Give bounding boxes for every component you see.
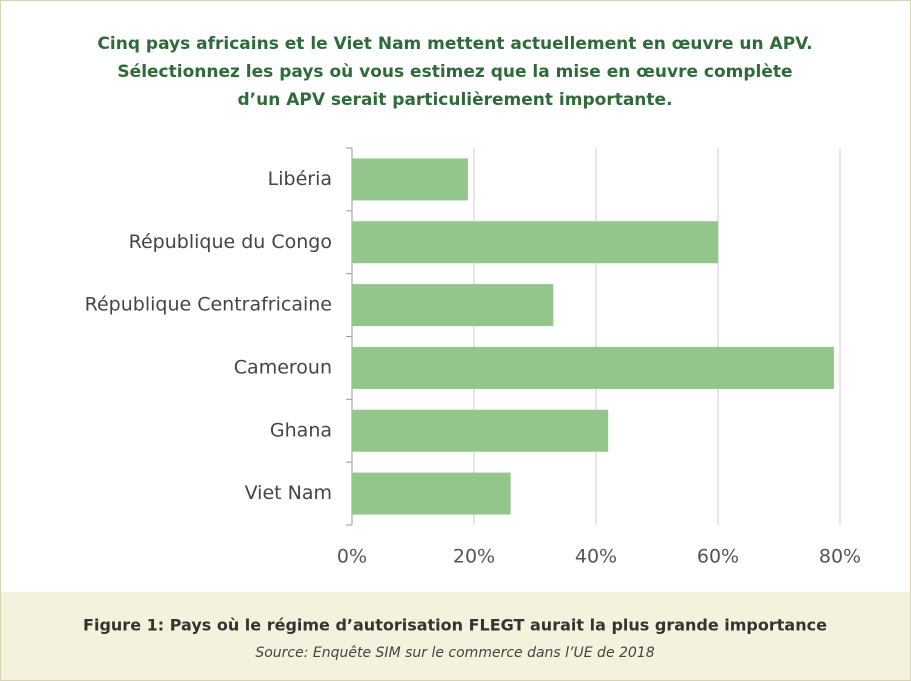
y-tick-label: Viet Nam [245,482,332,504]
bar [352,158,468,201]
chart-title: d’un APV serait particulièrement importa… [237,90,672,110]
x-tick-label: 40% [575,546,617,568]
bar [352,221,718,264]
y-tick-label: Cameroun [234,356,332,378]
y-tick-label: République Centrafricaine [85,294,332,316]
x-tick-label: 60% [697,546,739,568]
y-tick-label: République du Congo [129,231,332,253]
y-tick-label: Libéria [268,168,332,190]
caption-band [1,592,910,680]
bar [352,409,609,452]
x-tick-label: 20% [453,546,495,568]
chart-title: Sélectionnez les pays où vous estimez qu… [117,62,792,82]
bar [352,346,834,389]
x-tick-label: 80% [819,546,861,568]
source: Source: Enquête SIM sur le commerce dans… [255,645,654,661]
caption: Figure 1: Pays où le régime d’autorisati… [83,616,827,635]
y-tick-label: Ghana [270,419,332,441]
chart-title: Cinq pays africains et le Viet Nam mette… [97,34,812,54]
x-tick-label: 0% [337,546,367,568]
bar [352,284,554,327]
bar [352,472,511,515]
